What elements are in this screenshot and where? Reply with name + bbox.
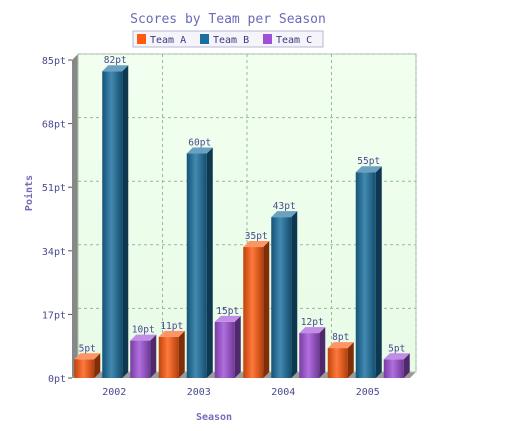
- bar-side: [122, 65, 129, 379]
- bar-top: [158, 330, 185, 337]
- bar-side: [291, 211, 298, 378]
- y-tick-label: 51pt: [42, 183, 66, 194]
- legend: Team A Team B Team C: [132, 30, 324, 48]
- bar-team-c-2003: [214, 315, 241, 378]
- bar-team-c-2004: [299, 327, 326, 378]
- plot-side-wall: [72, 54, 78, 378]
- bar-side: [263, 241, 270, 378]
- y-tick-label: 68pt: [42, 120, 66, 131]
- bar-top: [243, 241, 270, 248]
- x-tick-label: 2003: [187, 387, 211, 398]
- bar-team-a-2004: [243, 241, 270, 378]
- bar-team-a-2005: [327, 342, 354, 378]
- bar-front: [186, 153, 207, 378]
- bar-top: [327, 342, 354, 349]
- bar-side: [234, 315, 241, 378]
- bar-front: [299, 333, 320, 378]
- bar-front: [243, 247, 264, 378]
- y-axis-ticks: 0pt 17pt 34pt 51pt 68pt 85pt: [42, 56, 72, 385]
- bar-front: [158, 336, 179, 378]
- bar-top: [102, 65, 129, 72]
- value-label: 8pt: [332, 332, 349, 343]
- bar-front: [74, 359, 95, 378]
- bar-team-c-2002: [130, 334, 157, 378]
- value-label: 15pt: [216, 306, 239, 317]
- bar-side: [319, 327, 326, 378]
- bar-front: [130, 340, 151, 378]
- x-tick-label: 2002: [102, 387, 126, 398]
- y-tick-label: 17pt: [42, 310, 66, 321]
- bars: [74, 65, 410, 379]
- bar-team-b-2002: [102, 65, 129, 379]
- bar-front: [327, 348, 348, 378]
- bar-side: [178, 330, 185, 378]
- bar-side: [150, 334, 157, 378]
- bar-side: [403, 353, 410, 378]
- bar-top: [130, 334, 157, 341]
- x-axis-ticks: 2002 2003 2004 2005: [102, 387, 380, 398]
- bar-top: [74, 353, 101, 360]
- y-tick-label: 0pt: [48, 374, 66, 385]
- value-label: 11pt: [160, 321, 183, 332]
- bar-side: [347, 342, 354, 378]
- value-label: 10pt: [132, 325, 155, 336]
- bar-team-c-2005: [383, 353, 410, 378]
- legend-swatch: [200, 34, 209, 44]
- bar-team-b-2003: [186, 147, 213, 378]
- bar-team-b-2005: [355, 166, 382, 378]
- bar-side: [206, 147, 213, 378]
- value-label: 5pt: [388, 343, 405, 354]
- bar-team-a-2003: [158, 330, 185, 378]
- y-axis-label: Points: [23, 175, 35, 211]
- value-label: 5pt: [79, 343, 96, 354]
- y-tick-label: 34pt: [42, 247, 66, 258]
- x-axis-label: Season: [196, 412, 232, 423]
- value-labels: 5pt 82pt 10pt 11pt 60pt 15pt 35pt 43pt 12pt 8pt 55…: [79, 55, 406, 354]
- x-tick-label: 2004: [271, 387, 295, 398]
- value-label: 55pt: [357, 156, 380, 167]
- bar-top: [214, 315, 241, 322]
- bar-front: [102, 71, 123, 379]
- y-tick-label: 85pt: [42, 56, 66, 67]
- chart-title: Scores by Team per Season: [130, 12, 326, 27]
- value-label: 12pt: [301, 317, 324, 328]
- bar-team-a-2002: [74, 353, 101, 378]
- value-label: 43pt: [273, 201, 296, 212]
- bar-team-b-2004: [271, 211, 298, 378]
- bar-front: [214, 321, 235, 378]
- bar-side: [375, 166, 382, 378]
- value-label: 60pt: [188, 138, 211, 149]
- value-label: 82pt: [104, 55, 127, 66]
- bar-front: [383, 359, 404, 378]
- legend-swatch: [263, 34, 272, 44]
- bar-top: [186, 147, 213, 154]
- legend-label: Team B: [213, 35, 249, 46]
- legend-box: [132, 30, 324, 48]
- bar-top: [299, 327, 326, 334]
- value-label: 35pt: [245, 231, 268, 242]
- legend-label: Team C: [276, 35, 312, 46]
- bar-top: [383, 353, 410, 360]
- bar-top: [271, 211, 298, 218]
- bar-front: [271, 217, 292, 378]
- x-tick-label: 2005: [356, 387, 380, 398]
- bar-front: [355, 172, 376, 378]
- legend-swatch: [137, 34, 146, 44]
- bar-side: [94, 353, 101, 378]
- legend-label: Team A: [150, 35, 186, 46]
- bar-top: [355, 166, 382, 173]
